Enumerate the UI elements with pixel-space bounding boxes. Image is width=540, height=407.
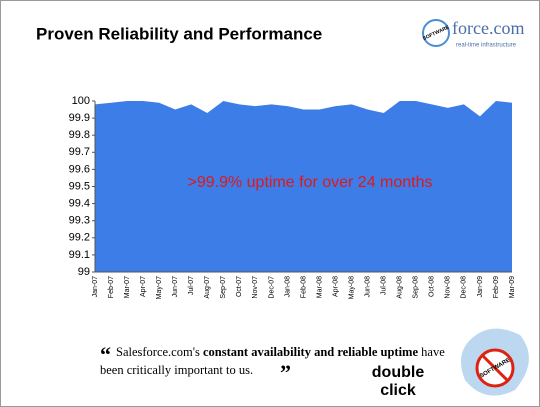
area <box>95 101 512 272</box>
x-tick-label: Jan-07 <box>92 276 99 298</box>
x-tick-label: May-08 <box>348 276 355 299</box>
x-tick-label: Feb-07 <box>108 276 115 298</box>
y-tick-label: 99.2 <box>69 232 90 244</box>
quote-line-1: Salesforce.com's constant availability a… <box>116 345 445 359</box>
x-tick-label: Mar-09 <box>509 276 516 298</box>
x-tick-label: Sep-07 <box>220 276 227 299</box>
x-tick-label: Feb-09 <box>493 276 500 298</box>
y-tick-label: 99 <box>78 266 90 278</box>
quote-text: been critically important to us. <box>100 363 253 377</box>
y-tick-label: 99.3 <box>69 215 90 227</box>
x-tick-label: Apr-07 <box>140 276 147 297</box>
y-tick-label: 99.6 <box>69 163 90 175</box>
x-tick-label: Dec-07 <box>268 276 275 299</box>
x-tick-label: Nov-08 <box>445 276 452 299</box>
y-tick-label: 99.4 <box>69 198 90 210</box>
x-tick-label: Mar-07 <box>124 276 131 298</box>
quote-line-2: been critically important to us. <box>100 363 253 377</box>
x-tick-label: Jan-08 <box>284 276 291 298</box>
y-tick-label: 100 <box>72 95 90 107</box>
x-tick-label: Oct-08 <box>429 276 436 297</box>
x-tick-label: May-07 <box>156 276 163 299</box>
x-tick-label: Feb-08 <box>300 276 307 298</box>
x-tick-label: Aug-08 <box>397 276 404 299</box>
quote-close: ” <box>280 360 291 385</box>
y-tick-label: 99.1 <box>69 249 90 261</box>
x-tick-label: Aug-07 <box>204 276 211 299</box>
logo-tagline: real-time infrastructure <box>456 43 517 49</box>
x-tick-label: Jul-08 <box>381 276 388 295</box>
stamp-slash <box>480 353 510 383</box>
y-tick-label: 99.9 <box>69 112 90 124</box>
x-tick-label: Jul-07 <box>188 276 195 295</box>
x-tick-label: Jun-08 <box>364 276 371 298</box>
y-tick-label: 99.7 <box>69 146 90 158</box>
slide-title: Proven Reliability and Performance <box>36 24 322 43</box>
x-tick-label: Mar-08 <box>316 276 323 298</box>
quote-text: have <box>418 345 445 359</box>
annotation: >99.9% uptime for over 24 months <box>187 174 432 191</box>
quote-text: Salesforce.com's <box>116 345 203 359</box>
x-tick-label: Dec-08 <box>461 276 468 299</box>
x-tick-label: Nov-07 <box>252 276 259 299</box>
x-tick-label: Sep-08 <box>413 276 420 299</box>
badge-circle <box>422 19 450 47</box>
doubleclick-logo: click <box>380 382 416 399</box>
quote-open: “ <box>100 342 111 367</box>
y-tick-label: 99.5 <box>69 180 90 192</box>
doubleclick-logo: double <box>372 364 425 381</box>
logo: force.com <box>452 18 524 38</box>
chart: 99 99.1 99.2 99.3 99.4 99.5 99.6 99.7 99.8 99.9 10… <box>69 95 516 299</box>
x-tick-label: Jan-09 <box>477 276 484 298</box>
x-tick-label: Jun-07 <box>172 276 179 298</box>
y-tick-label: 99.8 <box>69 129 90 141</box>
x-tick-label: Oct-07 <box>236 276 243 297</box>
x-tick-label: Apr-08 <box>332 276 339 297</box>
quote-bold: constant availability and reliable uptim… <box>203 345 419 359</box>
